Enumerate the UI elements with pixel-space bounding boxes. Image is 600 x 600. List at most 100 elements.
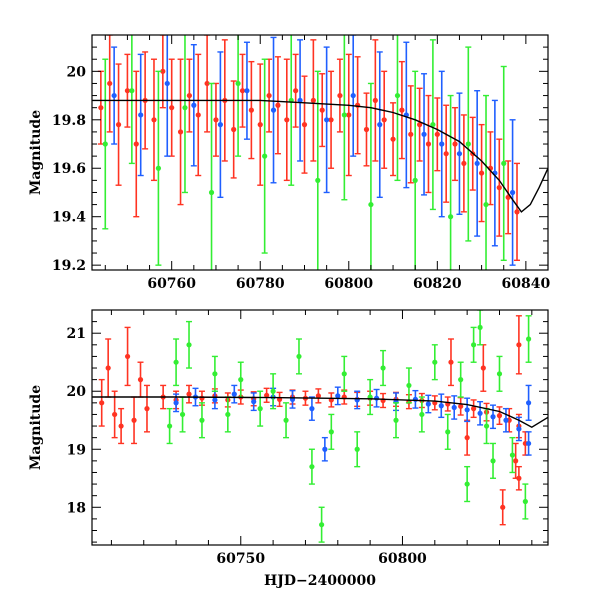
data-point <box>509 189 516 196</box>
data-point <box>393 417 399 423</box>
data-point <box>99 400 105 406</box>
data-point <box>124 88 131 94</box>
data-point <box>115 122 122 128</box>
data-point <box>456 151 463 157</box>
data-point <box>394 92 401 99</box>
data-point <box>381 117 387 123</box>
data-point <box>337 92 343 99</box>
data-point <box>275 102 281 108</box>
plot-area <box>92 310 548 543</box>
y-tick-label: 19.8 <box>52 113 86 129</box>
data-point <box>199 395 205 401</box>
data-point <box>513 458 519 464</box>
data-point <box>319 522 325 528</box>
x-axis-title: HJD−2400000 <box>264 573 376 589</box>
data-point <box>500 504 506 510</box>
data-point <box>124 353 131 360</box>
data-point <box>377 122 383 128</box>
data-point <box>373 395 380 401</box>
data-point <box>264 392 270 398</box>
data-point <box>173 359 179 365</box>
data-point <box>262 153 268 159</box>
data-point <box>212 397 218 403</box>
data-point <box>368 201 374 208</box>
data-point <box>235 80 241 87</box>
x-tick-label: 60780 <box>236 276 285 292</box>
data-point <box>346 112 352 118</box>
data-point <box>182 105 188 111</box>
data-point <box>195 112 201 118</box>
y-tick-label: 19.2 <box>52 258 86 274</box>
data-point <box>496 413 503 419</box>
data-point <box>191 102 197 108</box>
data-point <box>452 141 458 147</box>
data-point <box>490 458 496 464</box>
data-point <box>238 377 244 383</box>
data-point <box>212 371 218 377</box>
data-point <box>296 353 302 360</box>
data-point <box>309 406 315 412</box>
data-point <box>465 141 471 147</box>
series-2 <box>166 310 532 543</box>
data-point <box>417 122 423 128</box>
data-point <box>425 401 431 407</box>
x-tick-label: 60800 <box>378 551 427 567</box>
series-0 <box>97 35 521 262</box>
data-point <box>451 404 457 411</box>
data-point <box>421 131 427 137</box>
data-point <box>509 452 516 458</box>
data-point <box>186 391 192 397</box>
data-point <box>315 393 321 399</box>
data-point <box>390 136 396 142</box>
data-point <box>522 498 528 505</box>
data-point <box>138 112 144 118</box>
data-point <box>350 92 356 99</box>
data-point <box>341 371 347 377</box>
y-tick-label: 21 <box>67 326 86 342</box>
data-point <box>131 417 137 423</box>
data-point <box>144 406 150 412</box>
data-point <box>297 97 303 104</box>
data-point <box>516 475 522 481</box>
data-point <box>199 417 205 423</box>
data-point <box>438 403 444 409</box>
data-point <box>477 324 483 331</box>
data-point <box>503 417 509 423</box>
data-point <box>419 411 425 418</box>
model-curve <box>92 396 548 429</box>
model-curve <box>92 99 548 213</box>
series-0 <box>98 315 529 526</box>
y-axis-title: Magnitude <box>28 385 44 470</box>
data-point <box>483 423 490 429</box>
series-1 <box>111 35 516 266</box>
data-point <box>204 80 210 87</box>
data-point <box>425 141 432 147</box>
data-point <box>186 342 192 348</box>
panel-top: 60760 60780 60800 60820 60840 19.2 19.4 19.6 19.… <box>28 34 550 292</box>
plot-area <box>92 35 548 270</box>
x-tick-label: 60820 <box>413 276 462 292</box>
data-point <box>179 411 186 418</box>
data-point <box>129 88 135 94</box>
data-point <box>257 406 263 412</box>
data-point <box>448 359 454 365</box>
data-point <box>309 464 315 470</box>
data-point <box>477 410 483 416</box>
data-point <box>322 446 328 452</box>
data-point <box>372 97 378 104</box>
panel-bottom: 60750 60800 18 19 20 21 Magnitude HJD−2400000 <box>28 309 549 589</box>
y-tick-label: 20 <box>67 384 87 400</box>
y-tick-label: 19.6 <box>52 161 86 177</box>
data-point <box>177 129 184 135</box>
data-point <box>105 365 111 371</box>
data-point <box>155 165 162 171</box>
x-tick-label: 60760 <box>147 276 196 292</box>
data-point <box>164 80 170 87</box>
data-point <box>169 105 175 111</box>
y-tick-label: 20 <box>67 64 87 80</box>
data-point <box>458 403 464 409</box>
data-point <box>133 141 139 147</box>
data-point <box>239 88 246 94</box>
data-point <box>244 88 250 94</box>
